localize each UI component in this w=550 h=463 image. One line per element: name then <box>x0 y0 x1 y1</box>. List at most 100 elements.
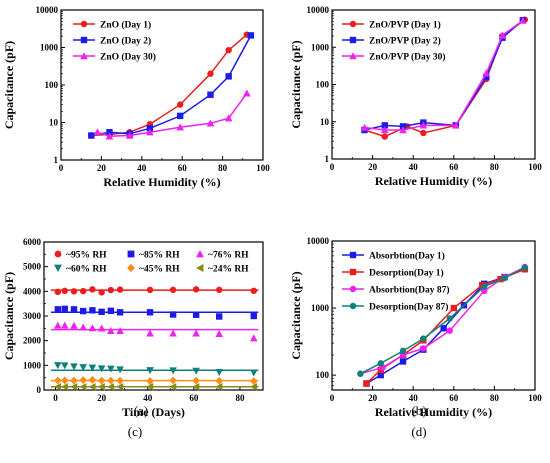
legend-marker <box>127 250 135 258</box>
panel-label: (a) <box>134 403 148 418</box>
y-tick-label: 1 <box>325 154 330 164</box>
data-point <box>88 324 97 332</box>
data-point <box>61 305 68 313</box>
y-tick-label: 1 <box>54 155 59 165</box>
data-point <box>116 327 124 334</box>
data-point <box>192 311 200 318</box>
data-point <box>381 133 388 140</box>
series-1 <box>88 31 251 139</box>
data-point <box>169 367 177 375</box>
data-point <box>224 114 233 122</box>
data-point <box>70 288 78 295</box>
x-tick-label: 40 <box>409 393 419 403</box>
data-point <box>105 132 114 140</box>
y-axis-title: Capacitance (pF) <box>289 40 303 128</box>
x-tick-label: 40 <box>409 162 419 172</box>
data-point <box>377 371 384 379</box>
panel-label: (b) <box>411 403 426 418</box>
data-point <box>97 324 106 332</box>
data-point <box>116 366 124 374</box>
legend-label: ~76% RH <box>208 251 249 261</box>
x-axis-title: Relative Humidity (%) <box>375 405 492 419</box>
y-tick-label: 2000 <box>23 336 42 346</box>
data-point <box>192 367 200 375</box>
data-point <box>225 46 232 54</box>
panel-4: 0 20 40 60 80 100 100 1000 10000 Relative Humidit… <box>289 236 542 439</box>
legend-marker <box>80 36 88 44</box>
data-point <box>446 315 453 322</box>
legend-label: ZnO (Day 2) <box>100 36 151 47</box>
legend-marker <box>54 250 62 258</box>
y-tick-label: 3000 <box>23 311 42 321</box>
data-point <box>420 335 427 342</box>
data-point <box>482 69 491 77</box>
data-point <box>247 32 255 39</box>
data-point <box>79 376 87 385</box>
legend-marker <box>196 264 204 272</box>
data-point <box>146 367 154 375</box>
y-tick-label: 0 <box>37 385 42 395</box>
x-tick-label: 20 <box>97 393 107 403</box>
data-point <box>107 365 115 373</box>
y-tick-label: 100 <box>316 370 330 380</box>
data-point <box>88 364 97 372</box>
data-point <box>107 286 115 294</box>
data-point <box>61 376 69 385</box>
data-point <box>192 376 200 385</box>
series-line <box>91 34 248 137</box>
x-tick-label: 0 <box>330 162 335 172</box>
series-2 <box>88 32 255 139</box>
data-point <box>125 131 134 139</box>
data-point <box>88 375 97 384</box>
plot-frame <box>331 240 536 391</box>
x-tick-label: 20 <box>368 393 378 403</box>
data-point <box>146 329 154 337</box>
x-tick-label: 100 <box>528 393 542 403</box>
data-point <box>399 358 407 365</box>
legend-label: Absorbtion(Day 87) <box>369 285 450 296</box>
series-2 <box>50 305 259 320</box>
data-point <box>207 70 214 77</box>
data-point <box>79 323 87 331</box>
x-tick-label: 0 <box>59 163 64 173</box>
data-point <box>483 73 490 81</box>
data-point <box>146 377 154 386</box>
data-point <box>357 370 364 377</box>
data-point <box>61 287 68 295</box>
data-point <box>216 286 223 294</box>
x-tick-label: 60 <box>178 163 188 173</box>
x-tick-label: 60 <box>449 162 459 172</box>
data-point <box>250 312 257 320</box>
y-tick-label: 5000 <box>23 262 42 272</box>
x-tick-label: 100 <box>256 163 270 173</box>
series-4 <box>50 362 259 377</box>
legend-label: Desorption(Day 87) <box>369 302 448 313</box>
data-point <box>399 126 407 134</box>
data-point <box>169 311 177 318</box>
x-tick-label: 80 <box>490 393 500 403</box>
legend: Absorbtion(Day 1) Desorption(Day 1) Absorb… <box>342 251 450 313</box>
data-point <box>93 128 102 136</box>
legend-label: ZnO/PVP (Day 30) <box>369 52 446 63</box>
legend-label: ~95% RH <box>66 251 107 261</box>
data-point <box>107 376 115 385</box>
data-point <box>70 376 78 385</box>
data-point <box>192 329 200 337</box>
data-point <box>169 382 177 391</box>
data-point <box>249 382 257 391</box>
data-point <box>70 382 78 391</box>
data-point <box>146 309 154 316</box>
data-point <box>519 16 527 24</box>
data-point <box>79 382 87 391</box>
legend: ~95% RH ~85% RH ~76% RH ~60% RH ~45% RH ~24% … <box>54 250 249 275</box>
x-axis-title: Relative Humidity (%) <box>103 175 220 189</box>
data-point <box>89 307 96 314</box>
data-point <box>60 321 69 329</box>
data-point <box>116 382 124 391</box>
data-point <box>54 376 62 385</box>
x-tick-label: 60 <box>189 393 199 403</box>
series-line <box>364 19 524 131</box>
legend-label: ~45% RH <box>139 265 180 275</box>
data-point <box>60 362 69 370</box>
